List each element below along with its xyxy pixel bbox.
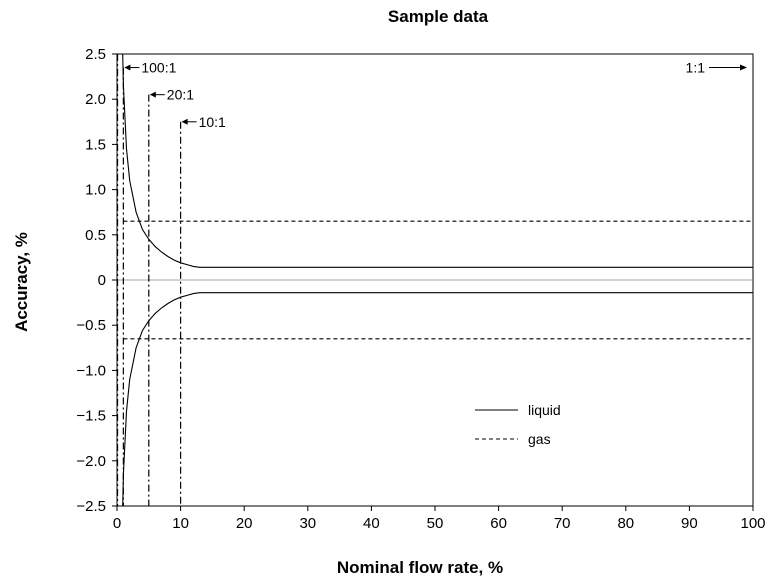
- x-tick-label: 80: [617, 515, 634, 532]
- y-axis-title: Accuracy, %: [12, 232, 31, 332]
- x-tick-label: 100: [740, 515, 765, 532]
- x-tick-label: 60: [490, 515, 507, 532]
- x-tick-label: 90: [681, 515, 698, 532]
- x-tick-label: 10: [172, 515, 189, 532]
- x-tick-label: 70: [554, 515, 571, 532]
- reference-arrowhead-100-1: [124, 64, 131, 71]
- chart-title: Sample data: [388, 7, 489, 26]
- reference-label-20-1: 20:1: [167, 87, 194, 103]
- y-tick-label: −1.0: [76, 362, 106, 379]
- reference-label-10-1: 10:1: [199, 114, 226, 130]
- x-tick-label: 0: [113, 515, 121, 532]
- y-tick-label: 0: [98, 272, 106, 289]
- reference-label-100-1: 100:1: [141, 60, 176, 76]
- edge-annotation-label: 1:1: [686, 60, 706, 76]
- plot-area: 2.5 2.0 1.5 1.0 0.5 0 −0.5 −1.0 −1.5 −2.0 −2.5 0 10 2…: [76, 46, 765, 532]
- x-axis-title: Nominal flow rate, %: [337, 558, 503, 577]
- y-tick-label: −2.0: [76, 453, 106, 470]
- y-tick-label: 2.0: [85, 91, 106, 108]
- y-tick-label: 1.0: [85, 182, 106, 199]
- legend-label-liquid: liquid: [528, 402, 561, 418]
- x-tick-label: 30: [299, 515, 316, 532]
- series-line-liquid-lower: [122, 292, 753, 507]
- series-line-liquid-upper: [122, 53, 753, 268]
- y-tick-label: 1.5: [85, 136, 106, 153]
- reference-arrowhead-20-1: [149, 91, 156, 98]
- y-tick-label: 0.5: [85, 227, 106, 244]
- x-tick-label: 20: [236, 515, 253, 532]
- edge-annotation-arrowhead: [740, 64, 747, 71]
- y-tick-label: −0.5: [76, 317, 106, 334]
- y-tick-label: −1.5: [76, 408, 106, 425]
- y-tick-label: −2.5: [76, 498, 106, 515]
- x-tick-label: 50: [427, 515, 444, 532]
- x-tick-label: 40: [363, 515, 380, 532]
- legend-label-gas: gas: [528, 431, 551, 447]
- reference-arrowhead-10-1: [181, 118, 188, 125]
- y-tick-label: 2.5: [85, 46, 106, 63]
